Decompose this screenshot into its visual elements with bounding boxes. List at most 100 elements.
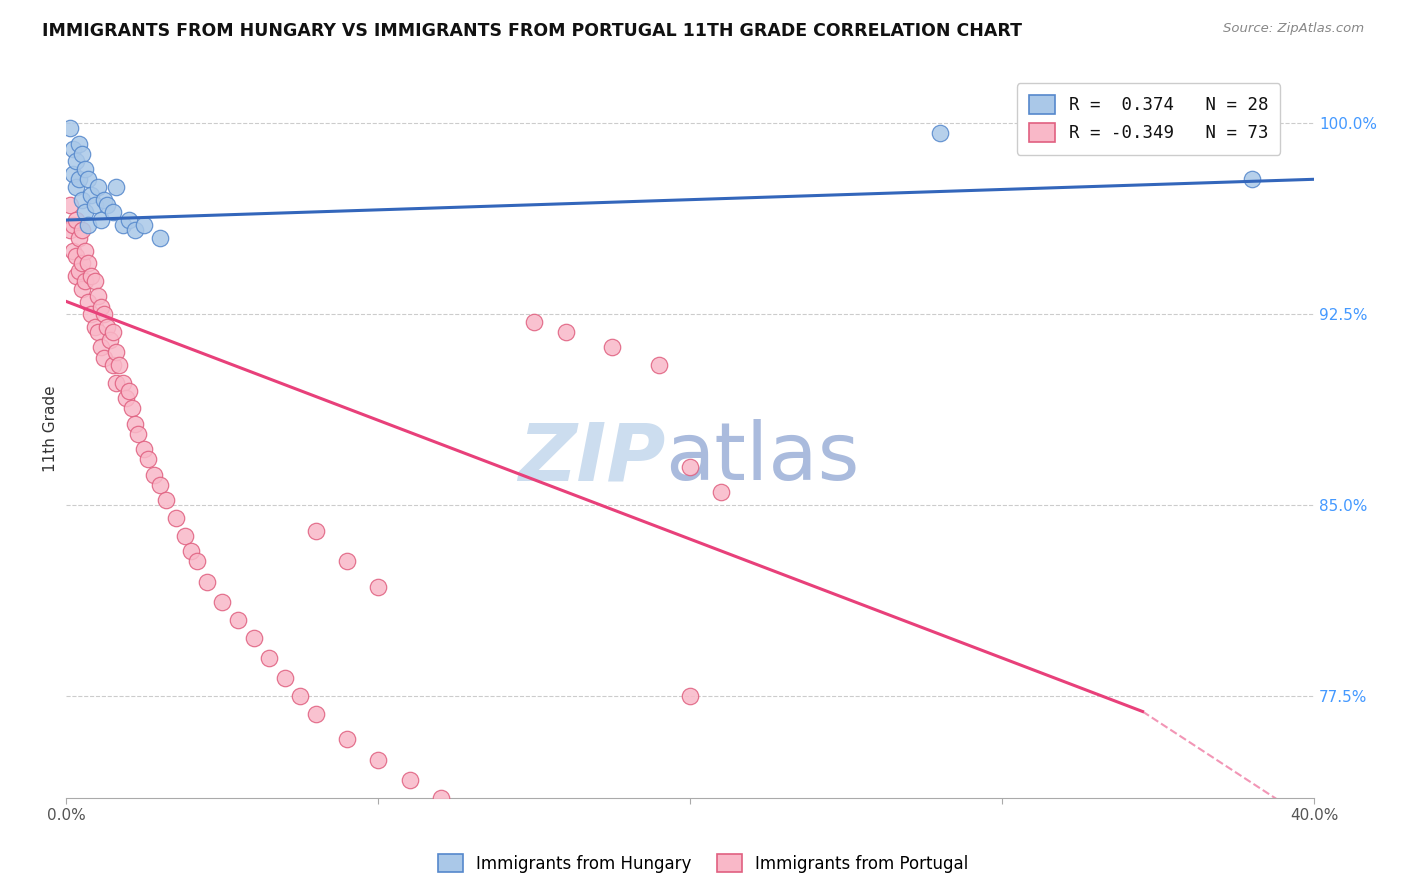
Point xyxy=(114,391,136,405)
Point xyxy=(523,315,546,329)
Point xyxy=(86,289,108,303)
Point xyxy=(90,213,112,227)
Point xyxy=(62,142,84,156)
Point xyxy=(86,180,108,194)
Point xyxy=(928,127,950,141)
Point xyxy=(195,574,218,589)
Point xyxy=(679,460,702,475)
Point xyxy=(67,136,90,151)
Point xyxy=(77,172,100,186)
Point xyxy=(186,554,208,568)
Point xyxy=(62,244,84,258)
Point xyxy=(93,351,115,365)
Point xyxy=(65,180,87,194)
Point xyxy=(58,198,80,212)
Point xyxy=(679,690,702,704)
Point xyxy=(62,218,84,232)
Point xyxy=(105,180,128,194)
Point xyxy=(242,631,264,645)
Point xyxy=(305,706,328,721)
Point xyxy=(226,613,249,627)
Point xyxy=(70,193,93,207)
Point xyxy=(103,358,125,372)
Point xyxy=(62,167,84,181)
Point xyxy=(367,580,389,594)
Point xyxy=(136,452,159,467)
Point xyxy=(336,554,359,568)
Point xyxy=(67,231,90,245)
Text: atlas: atlas xyxy=(665,419,859,498)
Point xyxy=(149,231,172,245)
Point xyxy=(83,320,105,334)
Point xyxy=(65,154,87,169)
Point xyxy=(142,467,165,482)
Point xyxy=(1240,172,1263,186)
Point xyxy=(257,651,280,665)
Point xyxy=(80,268,103,283)
Point xyxy=(124,223,146,237)
Point xyxy=(134,442,156,457)
Point xyxy=(67,264,90,278)
Point xyxy=(70,256,93,270)
Point xyxy=(127,426,149,441)
Point xyxy=(65,268,87,283)
Point xyxy=(75,162,97,177)
Point xyxy=(93,193,115,207)
Point xyxy=(65,213,87,227)
Point xyxy=(165,511,187,525)
Point xyxy=(98,333,121,347)
Point xyxy=(58,121,80,136)
Point xyxy=(105,345,128,359)
Point xyxy=(149,478,172,492)
Point xyxy=(90,340,112,354)
Point xyxy=(77,294,100,309)
Legend: R =  0.374   N = 28, R = -0.349   N = 73: R = 0.374 N = 28, R = -0.349 N = 73 xyxy=(1017,83,1281,154)
Point xyxy=(124,417,146,431)
Point xyxy=(118,384,141,398)
Point xyxy=(398,773,420,788)
Point xyxy=(80,307,103,321)
Point xyxy=(461,804,484,818)
Point xyxy=(290,690,312,704)
Point xyxy=(180,544,202,558)
Point xyxy=(83,274,105,288)
Point xyxy=(70,282,93,296)
Point xyxy=(103,325,125,339)
Point xyxy=(70,223,93,237)
Point xyxy=(86,325,108,339)
Point xyxy=(67,172,90,186)
Point xyxy=(648,358,671,372)
Point xyxy=(111,376,134,390)
Point xyxy=(710,485,733,500)
Point xyxy=(111,218,134,232)
Point xyxy=(75,274,97,288)
Point xyxy=(155,493,177,508)
Legend: Immigrants from Hungary, Immigrants from Portugal: Immigrants from Hungary, Immigrants from… xyxy=(432,847,974,880)
Point xyxy=(305,524,328,538)
Y-axis label: 11th Grade: 11th Grade xyxy=(44,385,58,472)
Point xyxy=(96,198,118,212)
Point xyxy=(211,595,233,609)
Point xyxy=(75,244,97,258)
Point xyxy=(96,320,118,334)
Point xyxy=(554,325,576,339)
Point xyxy=(174,529,197,543)
Point xyxy=(65,249,87,263)
Point xyxy=(83,198,105,212)
Point xyxy=(134,218,156,232)
Point xyxy=(58,223,80,237)
Point xyxy=(77,256,100,270)
Point xyxy=(121,401,143,416)
Text: Source: ZipAtlas.com: Source: ZipAtlas.com xyxy=(1223,22,1364,36)
Point xyxy=(274,672,297,686)
Point xyxy=(77,218,100,232)
Point xyxy=(90,300,112,314)
Point xyxy=(429,791,451,805)
Point xyxy=(118,213,141,227)
Point xyxy=(336,732,359,747)
Point xyxy=(367,753,389,767)
Point xyxy=(105,376,128,390)
Point xyxy=(600,340,623,354)
Point xyxy=(70,146,93,161)
Point xyxy=(80,187,103,202)
